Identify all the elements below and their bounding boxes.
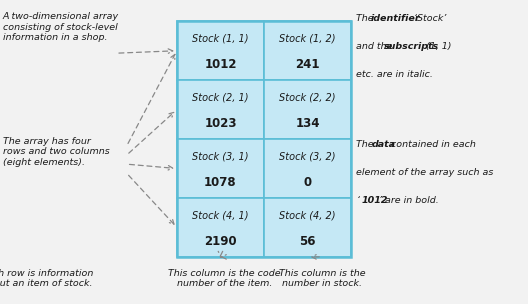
Bar [264,198,351,257]
Text: 241: 241 [295,58,320,71]
Bar [177,21,351,257]
Text: data: data [371,140,395,149]
Text: etc. are in italic.: etc. are in italic. [356,70,433,79]
Text: Each row is information
about an item of stock.: Each row is information about an item of… [0,269,93,288]
Text: 0: 0 [304,176,312,189]
Text: ‘: ‘ [356,196,360,205]
Text: 1012: 1012 [362,196,388,205]
Text: Stock (3, 2): Stock (3, 2) [279,152,336,162]
Text: Stock (4, 1): Stock (4, 1) [192,211,249,221]
Text: element of the array such as: element of the array such as [356,168,494,177]
Bar [177,80,264,139]
Text: ‘Stock’: ‘Stock’ [411,14,446,23]
Text: 134: 134 [295,117,320,130]
Text: and the: and the [356,42,396,51]
Text: Stock (1, 2): Stock (1, 2) [279,34,336,44]
Text: The: The [356,140,377,149]
Bar [177,21,264,80]
Text: Stock (1, 1): Stock (1, 1) [192,34,249,44]
Text: Stock (4, 2): Stock (4, 2) [279,211,336,221]
Text: This column is the
number in stock.: This column is the number in stock. [279,269,365,288]
Text: Stock (2, 1): Stock (2, 1) [192,93,249,103]
Text: subscripts: subscripts [384,42,439,51]
Text: This column is the code
number of the item.: This column is the code number of the it… [168,269,281,288]
Text: 1078: 1078 [204,176,237,189]
Bar [264,80,351,139]
Text: 1012: 1012 [204,58,237,71]
Text: A two-dimensional array
consisting of stock-level
information in a shop.: A two-dimensional array consisting of st… [3,12,119,42]
Text: contained in each: contained in each [388,140,476,149]
Text: 2190: 2190 [204,235,237,248]
Text: (1, 1): (1, 1) [423,42,452,51]
Text: identifier: identifier [371,14,421,23]
Bar [177,139,264,198]
Bar [264,21,351,80]
Bar [177,198,264,257]
Text: Stock (2, 2): Stock (2, 2) [279,93,336,103]
Text: The: The [356,14,377,23]
Text: 56: 56 [299,235,316,248]
Text: ’ are in bold.: ’ are in bold. [379,196,438,205]
Text: The array has four
rows and two columns
(eight elements).: The array has four rows and two columns … [3,137,109,167]
Text: 1023: 1023 [204,117,237,130]
Text: Stock (3, 1): Stock (3, 1) [192,152,249,162]
Bar [264,139,351,198]
